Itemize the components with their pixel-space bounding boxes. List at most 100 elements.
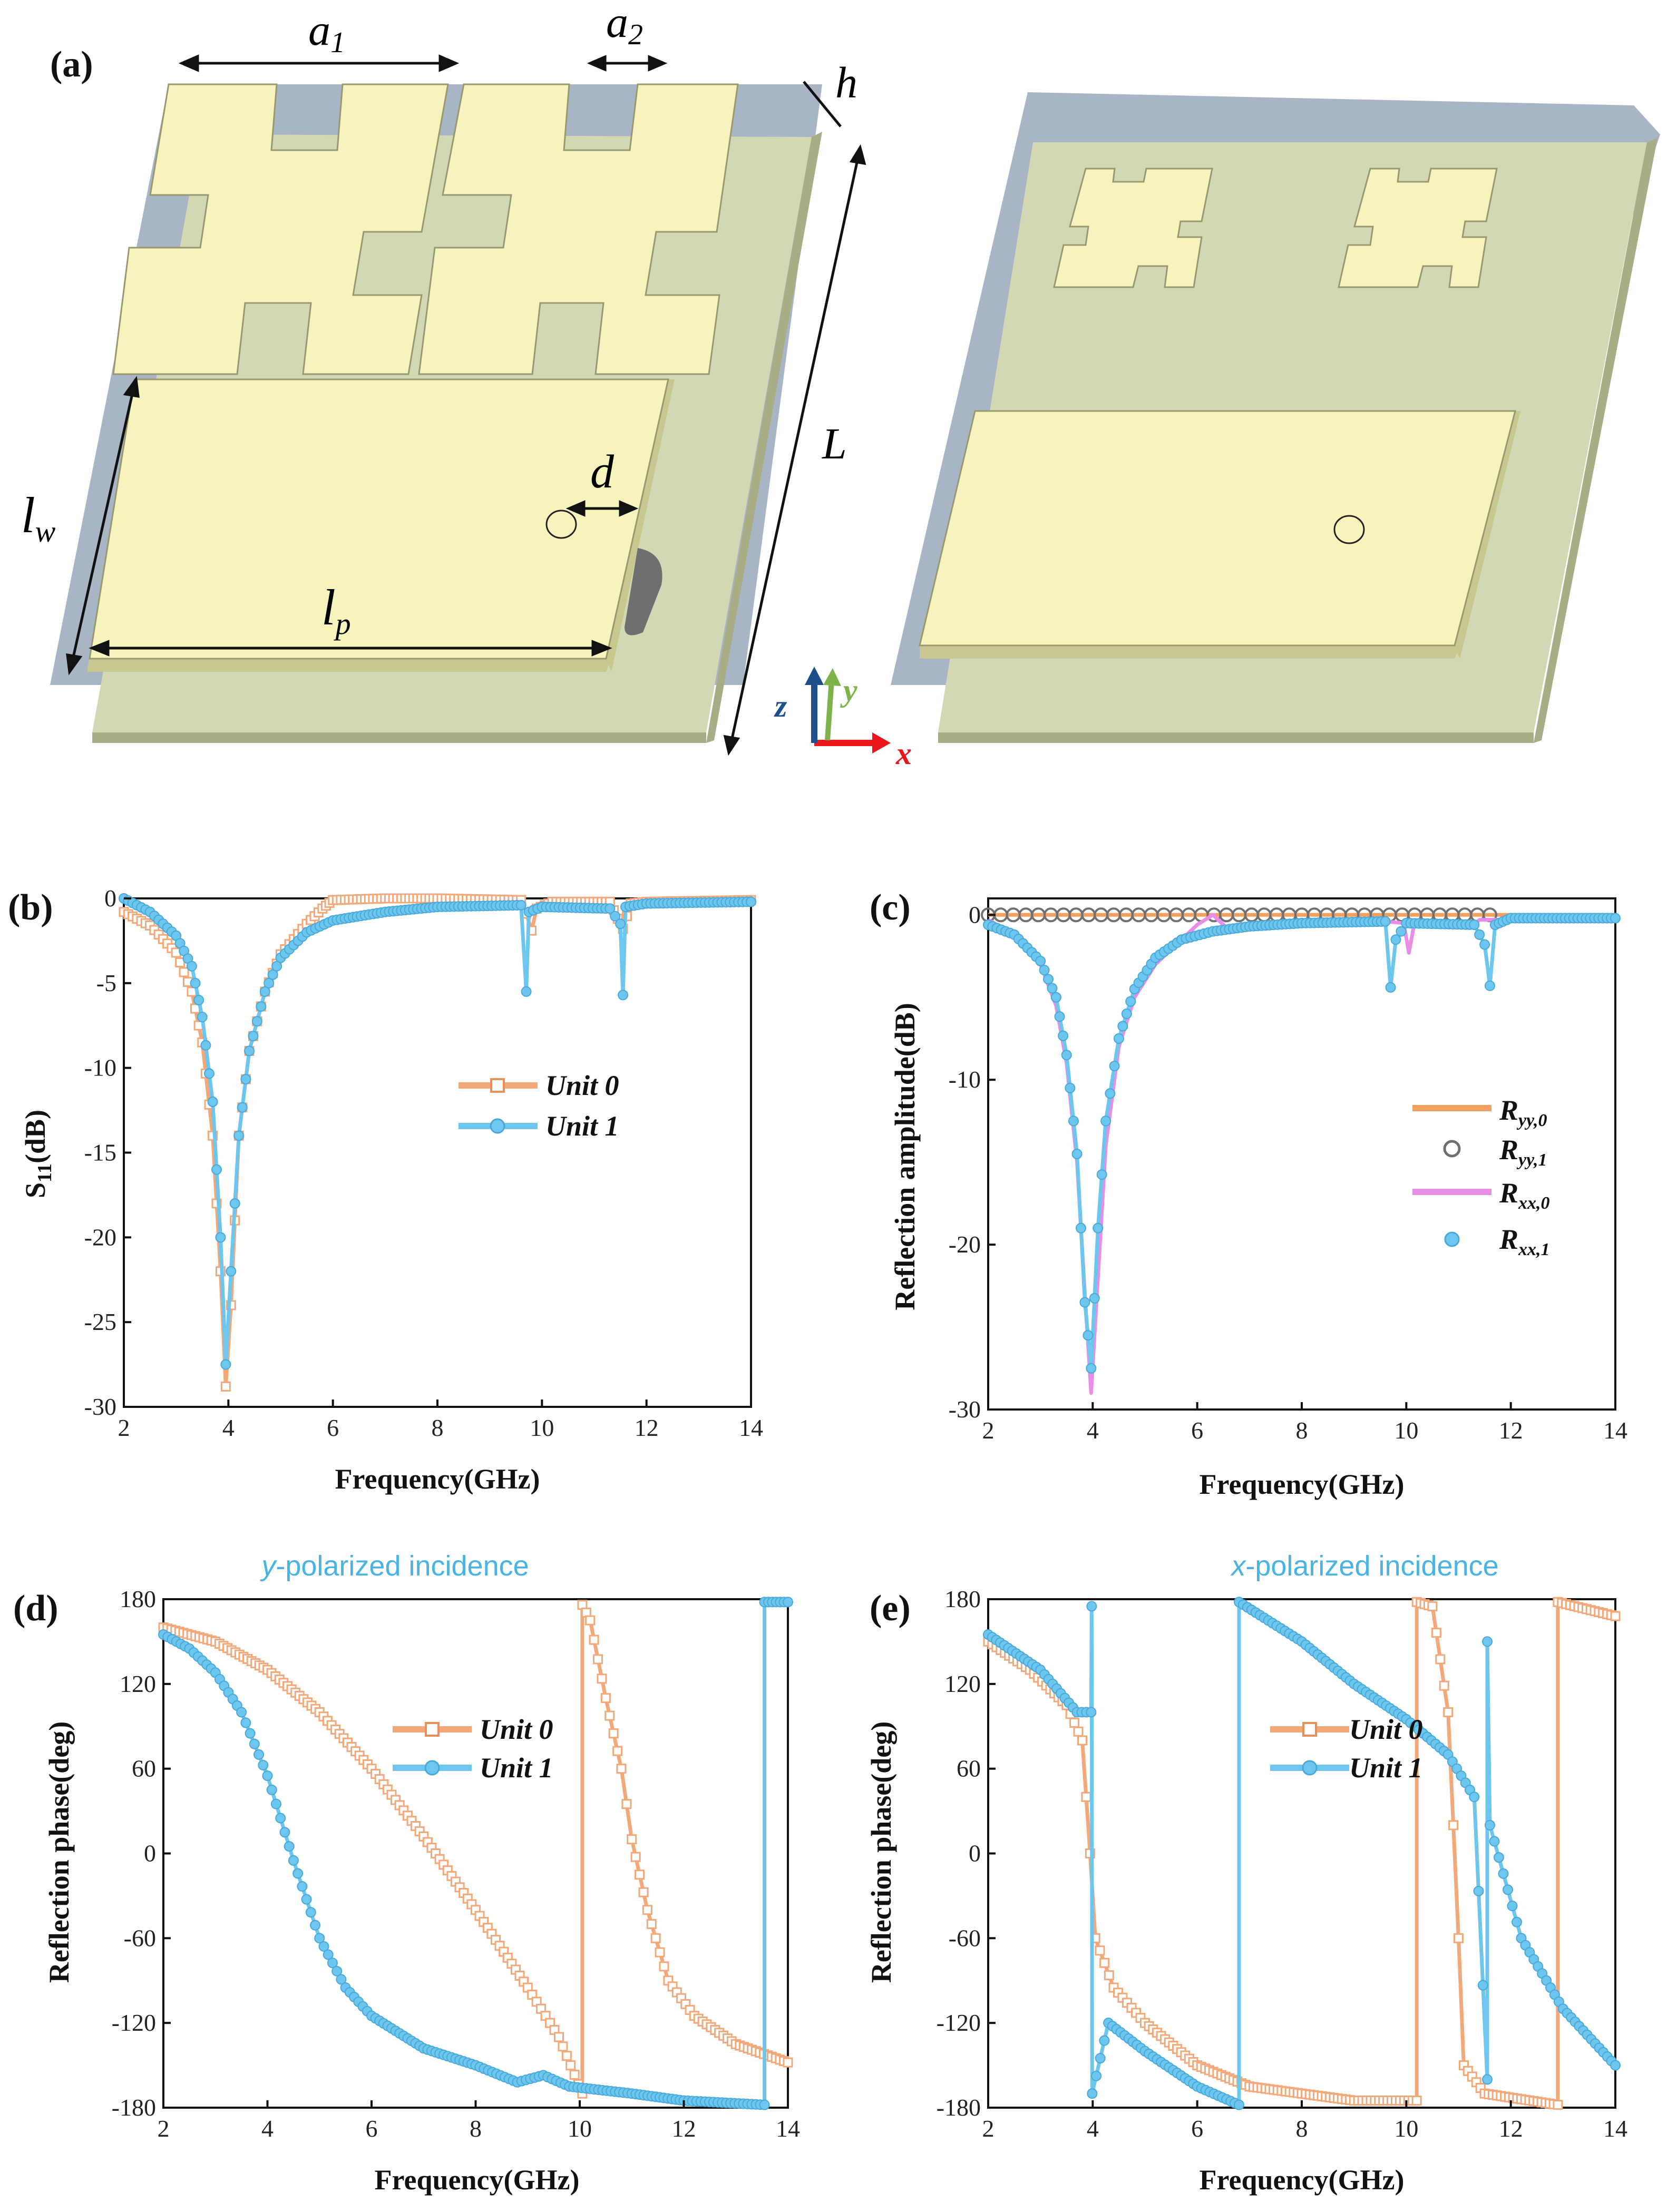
y-tick-label: 120: [120, 1670, 156, 1697]
data-point: [197, 1012, 208, 1023]
data-point: [642, 1905, 652, 1915]
data-point: [783, 1597, 793, 1608]
data-point: [1095, 1945, 1105, 1956]
data-point: [1077, 1735, 1087, 1746]
patch-side: [87, 656, 611, 672]
data-point: [1443, 1707, 1454, 1717]
data-point: [336, 1974, 347, 1985]
data-point: [1093, 1222, 1104, 1234]
series-unit-1: [158, 1597, 793, 2110]
x-tick-label: 14: [1603, 1417, 1627, 1444]
legend-label-ryy1: Ryy,1: [1499, 1134, 1547, 1170]
data-point: [249, 1738, 260, 1749]
chart-b: (b) 2 4 6 8 10 12 14 0 -5 -10 -15 -20 -25 -30 Frequen…: [8, 885, 763, 1495]
x-tick-label: 10: [568, 2115, 592, 2142]
axis-z-label: z: [774, 689, 787, 723]
axes-indicator: x y z: [774, 667, 912, 771]
data-point: [554, 2032, 564, 2042]
legend-label-rxx1: Rxx,1: [1499, 1224, 1550, 1259]
data-point: [1474, 929, 1485, 940]
data-point: [1380, 916, 1391, 927]
data-point: [1091, 2070, 1102, 2081]
data-point: [288, 1855, 299, 1866]
substrate-side-right: [706, 132, 822, 743]
data-point: [650, 1933, 661, 1943]
data-point: [1054, 1011, 1065, 1022]
data-point: [1479, 939, 1490, 950]
data-point: [1073, 1726, 1084, 1737]
x-tick-label: 12: [635, 1414, 659, 1441]
legend-marker-ryy1: [1443, 1140, 1461, 1158]
data-point: [267, 969, 278, 980]
chart-title: x-polarized incidence: [1230, 1550, 1498, 1582]
data-point: [1482, 2074, 1493, 2085]
data-point: [783, 2057, 793, 2068]
data-point: [1439, 1680, 1449, 1691]
substrate-side: [938, 732, 1534, 743]
y-tick-label: -180: [112, 2094, 156, 2121]
y-tick-label: -10: [949, 1066, 981, 1093]
data-point: [1076, 1222, 1087, 1234]
data-point: [1610, 2060, 1621, 2071]
data-point: [1610, 1611, 1621, 1621]
dimension-annotations: [66, 54, 866, 756]
plot-frame: [987, 1598, 1616, 2109]
rectangular-patch: [89, 378, 669, 660]
chart-title: y-polarized incidence: [259, 1550, 529, 1582]
x-axis-title: Frequency(GHz): [1200, 1469, 1405, 1500]
data-point: [1498, 1868, 1509, 1879]
data-point: [659, 1961, 669, 1972]
x-tick-label: 6: [1191, 2115, 1203, 2142]
series-unit-0: [158, 1600, 793, 2099]
y-tick-label: 0: [144, 1840, 156, 1867]
x-tick-label: 8: [470, 2115, 482, 2142]
data-point: [1089, 1293, 1100, 1304]
chart-b-label: (b): [8, 887, 53, 928]
data-point: [193, 995, 204, 1005]
data-point: [604, 903, 616, 914]
plot-frame: [123, 897, 752, 1408]
data-point: [245, 1728, 256, 1739]
data-point: [1069, 1718, 1080, 1728]
data-point: [630, 1852, 641, 1862]
dim-h: h: [835, 58, 857, 107]
series-line: [123, 896, 752, 1367]
data-point: [327, 1957, 338, 1969]
feed-hole: [1333, 515, 1365, 544]
y-tick-label: 0: [969, 901, 981, 928]
series-unit-1: [119, 893, 756, 1370]
x-tick-label: 4: [222, 1414, 235, 1441]
data-point: [1087, 2088, 1098, 2099]
legend: Unit 0 Unit 1: [393, 1714, 553, 1784]
data-point: [1482, 1636, 1493, 1647]
data-point: [1061, 1050, 1072, 1061]
data-point: [1125, 996, 1136, 1007]
legend-label-rxx0: Rxx,0: [1499, 1177, 1550, 1213]
y-axis-title: Reflection amplitude(dB): [889, 1003, 921, 1310]
data-point: [759, 2099, 770, 2110]
dim-a2: a2: [606, 0, 643, 51]
x-tick-label: 14: [1603, 2115, 1627, 2142]
y-tick-label: -10: [84, 1054, 116, 1081]
y-tick-label: -5: [96, 970, 116, 996]
data-point: [1448, 1820, 1459, 1831]
panel-a: (a): [21, 0, 1660, 771]
unit-0-model: a1 a2 h L lw lp d: [21, 0, 866, 756]
data-point: [1485, 1819, 1495, 1831]
data-point: [1100, 1115, 1111, 1127]
y-tick-label: 60: [957, 1755, 981, 1782]
data-point: [1427, 1601, 1438, 1611]
data-point: [604, 1710, 615, 1721]
series-rxx-1: [983, 913, 1621, 1374]
x-axis-title: Frequency(GHz): [335, 1463, 540, 1495]
data-point: [1507, 1901, 1518, 1912]
y-tick-label: 0: [104, 885, 116, 912]
patch-side: [920, 645, 1460, 659]
y-tick-label: -20: [84, 1224, 116, 1250]
y-tick-label: 120: [944, 1670, 981, 1697]
data-point: [318, 1941, 329, 1952]
y-axis-title: S11(dB): [19, 1110, 56, 1198]
data-point: [515, 899, 526, 911]
patch-side-right: [1455, 411, 1520, 659]
substrate-side-right: [1534, 138, 1657, 743]
